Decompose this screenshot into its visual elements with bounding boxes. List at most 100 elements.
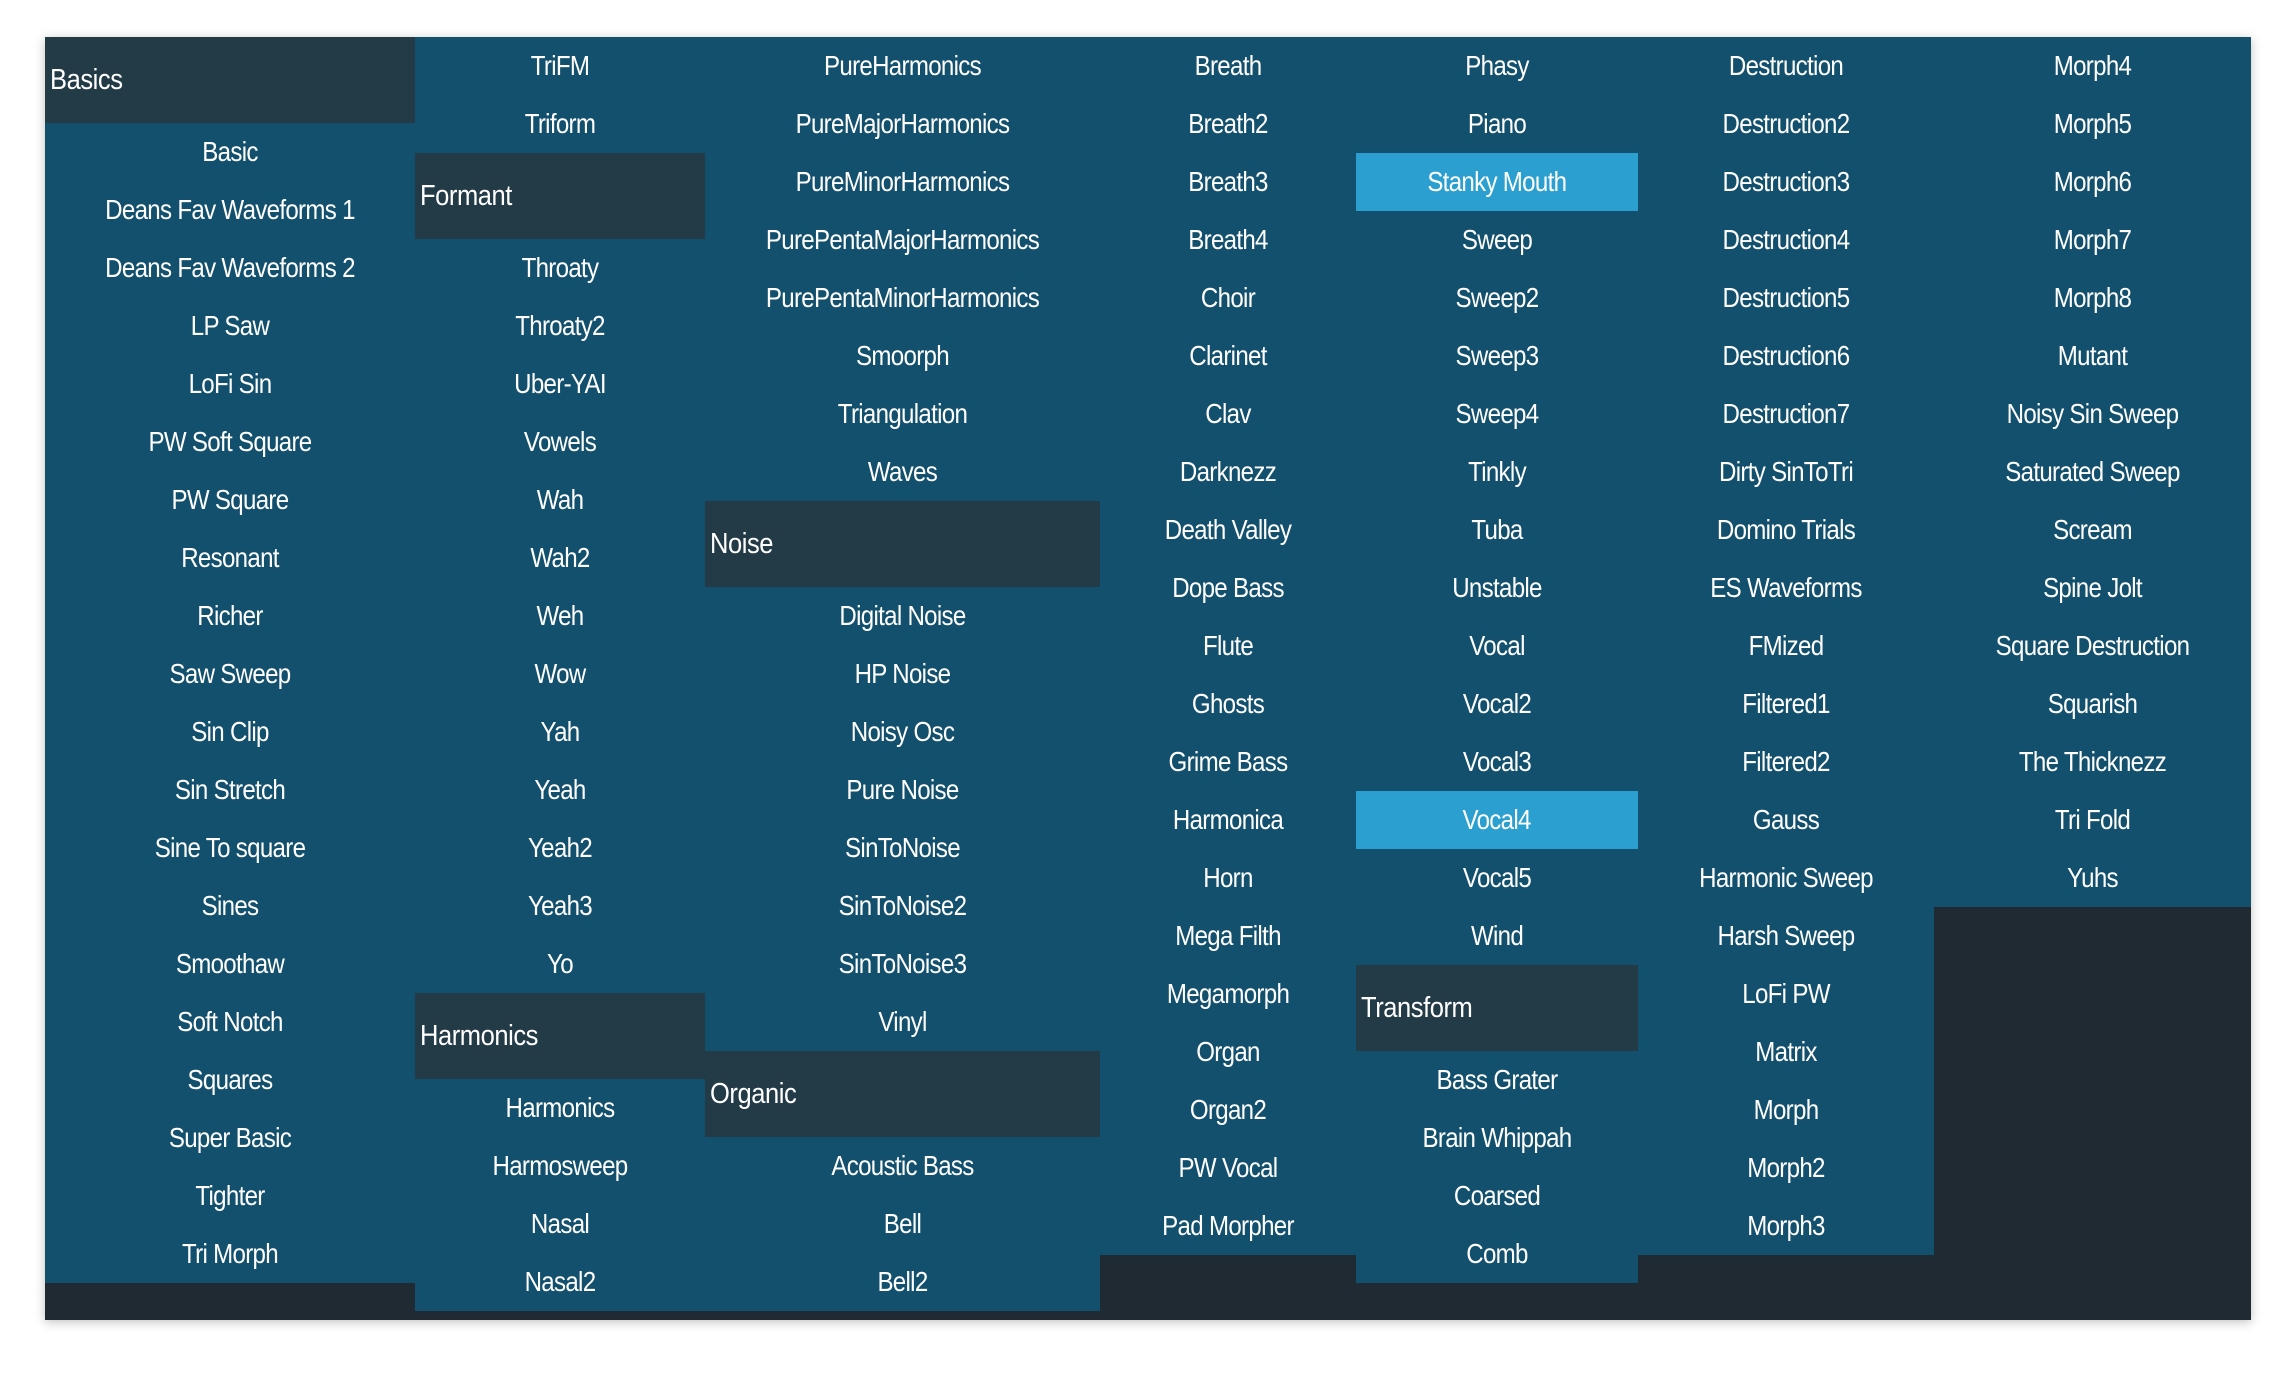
menu-item[interactable]: HP Noise (854, 658, 951, 689)
menu-item[interactable]: Noisy Sin Sweep (2006, 398, 2179, 429)
menu-item[interactable]: Death Valley (1164, 514, 1292, 545)
menu-item[interactable]: Wah (536, 484, 584, 515)
menu-item[interactable]: PurePentaMinorHarmonics (765, 282, 1040, 313)
menu-item[interactable]: Morph8 (2053, 282, 2132, 313)
menu-item[interactable]: Morph (1753, 1094, 1820, 1125)
menu-item[interactable]: Vocal3 (1462, 746, 1532, 777)
menu-item[interactable]: Richer (197, 600, 263, 631)
menu-item[interactable]: Harmonica (1172, 804, 1284, 835)
menu-item[interactable]: Pad Morpher (1162, 1210, 1294, 1241)
menu-item[interactable]: Brain Whippah (1422, 1122, 1572, 1153)
menu-item[interactable]: Phasy (1465, 50, 1529, 81)
menu-item[interactable]: Yeah2 (528, 832, 593, 863)
menu-item[interactable]: Destruction4 (1722, 224, 1851, 255)
menu-item-selected[interactable]: Stanky Mouth (1356, 153, 1638, 211)
menu-item[interactable]: Harmosweep (492, 1150, 629, 1181)
menu-item[interactable]: Wind (1470, 920, 1524, 951)
menu-item[interactable]: Squarish (2047, 688, 2138, 719)
menu-item[interactable]: Wah2 (530, 542, 590, 573)
menu-item[interactable]: Smoothaw (175, 948, 285, 979)
menu-item[interactable]: Sin Stretch (174, 774, 286, 805)
menu-item[interactable]: Unstable (1452, 572, 1542, 603)
menu-item[interactable]: Wow (534, 658, 586, 689)
menu-item[interactable]: Squares (187, 1064, 274, 1095)
menu-item[interactable]: Tri Fold (2054, 804, 2131, 835)
menu-item[interactable]: Breath4 (1188, 224, 1268, 255)
menu-item[interactable]: Darknezz (1179, 456, 1277, 487)
menu-item[interactable]: PurePentaMajorHarmonics (765, 224, 1040, 255)
menu-item[interactable]: Mega Filth (1175, 920, 1281, 951)
menu-item[interactable]: Bell2 (877, 1266, 928, 1297)
menu-item[interactable]: Sweep (1461, 224, 1533, 255)
menu-item[interactable]: Harmonic Sweep (1699, 862, 1873, 893)
menu-item[interactable]: Smoorph (856, 340, 950, 371)
menu-item[interactable]: Coarsed (1453, 1180, 1541, 1211)
menu-item[interactable]: Noisy Osc (850, 716, 955, 747)
menu-item[interactable]: Vocal2 (1462, 688, 1532, 719)
menu-item[interactable]: Destruction3 (1722, 166, 1851, 197)
menu-item[interactable]: Yuhs (2067, 862, 2118, 893)
menu-item[interactable]: Gauss (1752, 804, 1820, 835)
menu-item[interactable]: LoFi PW (1742, 978, 1830, 1009)
menu-item[interactable]: Sines (201, 890, 259, 921)
menu-item[interactable]: ES Waveforms (1710, 572, 1862, 603)
menu-item[interactable]: Square Destruction (1995, 630, 2190, 661)
menu-item[interactable]: Weh (536, 600, 584, 631)
menu-item[interactable]: Organ (1196, 1036, 1260, 1067)
menu-item[interactable]: TriFM (530, 50, 590, 81)
menu-item[interactable]: PW Soft Square (148, 426, 312, 457)
menu-item[interactable]: Throaty (521, 252, 600, 283)
menu-item[interactable]: Tighter (195, 1180, 265, 1211)
menu-item[interactable]: Megamorph (1166, 978, 1290, 1009)
menu-item[interactable]: Clav (1205, 398, 1251, 429)
menu-item[interactable]: Morph7 (2053, 224, 2132, 255)
menu-item[interactable]: Bass Grater (1436, 1064, 1559, 1095)
menu-item[interactable]: Matrix (1755, 1036, 1817, 1067)
menu-item[interactable]: Triform (524, 108, 596, 139)
menu-item[interactable]: Yeah3 (528, 890, 593, 921)
menu-item[interactable]: PureMajorHarmonics (795, 108, 1010, 139)
menu-item[interactable]: LP Saw (190, 310, 270, 341)
menu-item[interactable]: Comb (1466, 1238, 1528, 1269)
menu-item[interactable]: Piano (1467, 108, 1527, 139)
menu-item[interactable]: Vinyl (878, 1006, 927, 1037)
menu-item[interactable]: Acoustic Bass (831, 1150, 974, 1181)
menu-item[interactable]: PW Vocal (1178, 1152, 1279, 1183)
menu-item[interactable]: Tinkly (1468, 456, 1527, 487)
menu-item[interactable]: Grime Bass (1168, 746, 1289, 777)
menu-item[interactable]: Sin Clip (191, 716, 269, 747)
menu-item[interactable]: Morph3 (1747, 1210, 1825, 1241)
menu-item[interactable]: Destruction5 (1722, 282, 1851, 313)
menu-item[interactable]: Throaty2 (515, 310, 605, 341)
menu-item[interactable]: Super Basic (168, 1122, 292, 1153)
menu-item[interactable]: Choir (1200, 282, 1256, 313)
menu-item[interactable]: Sweep4 (1455, 398, 1540, 429)
menu-item[interactable]: Deans Fav Waveforms 2 (105, 252, 355, 283)
menu-item[interactable]: Breath (1194, 50, 1263, 81)
menu-item[interactable]: Scream (2053, 514, 2133, 545)
menu-item[interactable]: Domino Trials (1716, 514, 1856, 545)
menu-item[interactable]: Waves (867, 456, 938, 487)
menu-item[interactable]: SinToNoise3 (838, 948, 967, 979)
menu-item[interactable]: LoFi Sin (188, 368, 273, 399)
menu-item[interactable]: Digital Noise (839, 600, 966, 631)
menu-item[interactable]: Destruction2 (1722, 108, 1851, 139)
menu-item[interactable]: Soft Notch (177, 1006, 283, 1037)
menu-item[interactable]: Saturated Sweep (2005, 456, 2180, 487)
menu-item[interactable]: Basic (202, 136, 258, 167)
menu-item[interactable]: Horn (1203, 862, 1253, 893)
menu-item[interactable]: Deans Fav Waveforms 1 (105, 194, 355, 225)
menu-item[interactable]: Breath3 (1188, 166, 1268, 197)
menu-item[interactable]: Organ2 (1189, 1094, 1267, 1125)
menu-item[interactable]: Sweep3 (1455, 340, 1540, 371)
menu-item[interactable]: Morph6 (2053, 166, 2132, 197)
menu-item[interactable]: Vocal (1469, 630, 1525, 661)
menu-item[interactable]: Dope Bass (1172, 572, 1284, 603)
menu-item[interactable]: Saw Sweep (169, 658, 292, 689)
menu-item[interactable]: Vowels (523, 426, 597, 457)
menu-item[interactable]: Morph2 (1747, 1152, 1825, 1183)
menu-item[interactable]: Uber-YAI (514, 368, 606, 399)
menu-item[interactable]: Destruction6 (1722, 340, 1851, 371)
menu-item-selected[interactable]: Vocal4 (1356, 791, 1638, 849)
menu-item[interactable]: Sweep2 (1455, 282, 1540, 313)
